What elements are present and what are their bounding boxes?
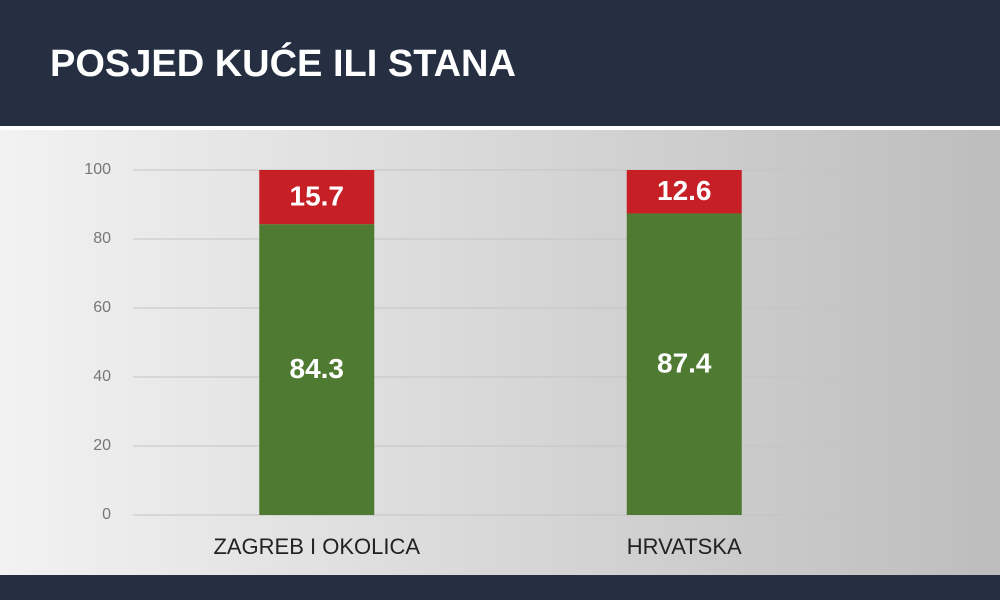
chart-background [0, 130, 1000, 575]
footer [0, 575, 1000, 600]
bar-segment [259, 170, 375, 225]
x-tick-label: ZAGREB I OKOLICA [213, 534, 420, 559]
data-label: 87.4 [657, 348, 712, 379]
y-tick-label: 60 [93, 299, 111, 316]
bar-segment [626, 213, 742, 515]
y-tick-label: 80 [93, 230, 111, 247]
data-label: 12.6 [657, 175, 712, 206]
y-tick-label: 100 [84, 161, 111, 178]
header-rule [0, 126, 1000, 130]
y-tick-label: 20 [93, 437, 111, 454]
y-tick-label: 40 [93, 368, 111, 385]
bar-segment [259, 224, 375, 516]
x-tick-label: HRVATSKA [627, 534, 742, 559]
data-label: 84.3 [290, 353, 345, 384]
chart-title: POSJED KUĆE ILI STANA [50, 41, 516, 85]
header [0, 0, 1000, 126]
data-label: 15.7 [290, 180, 345, 211]
y-tick-label: 0 [102, 506, 111, 523]
bar-segment [626, 170, 742, 214]
